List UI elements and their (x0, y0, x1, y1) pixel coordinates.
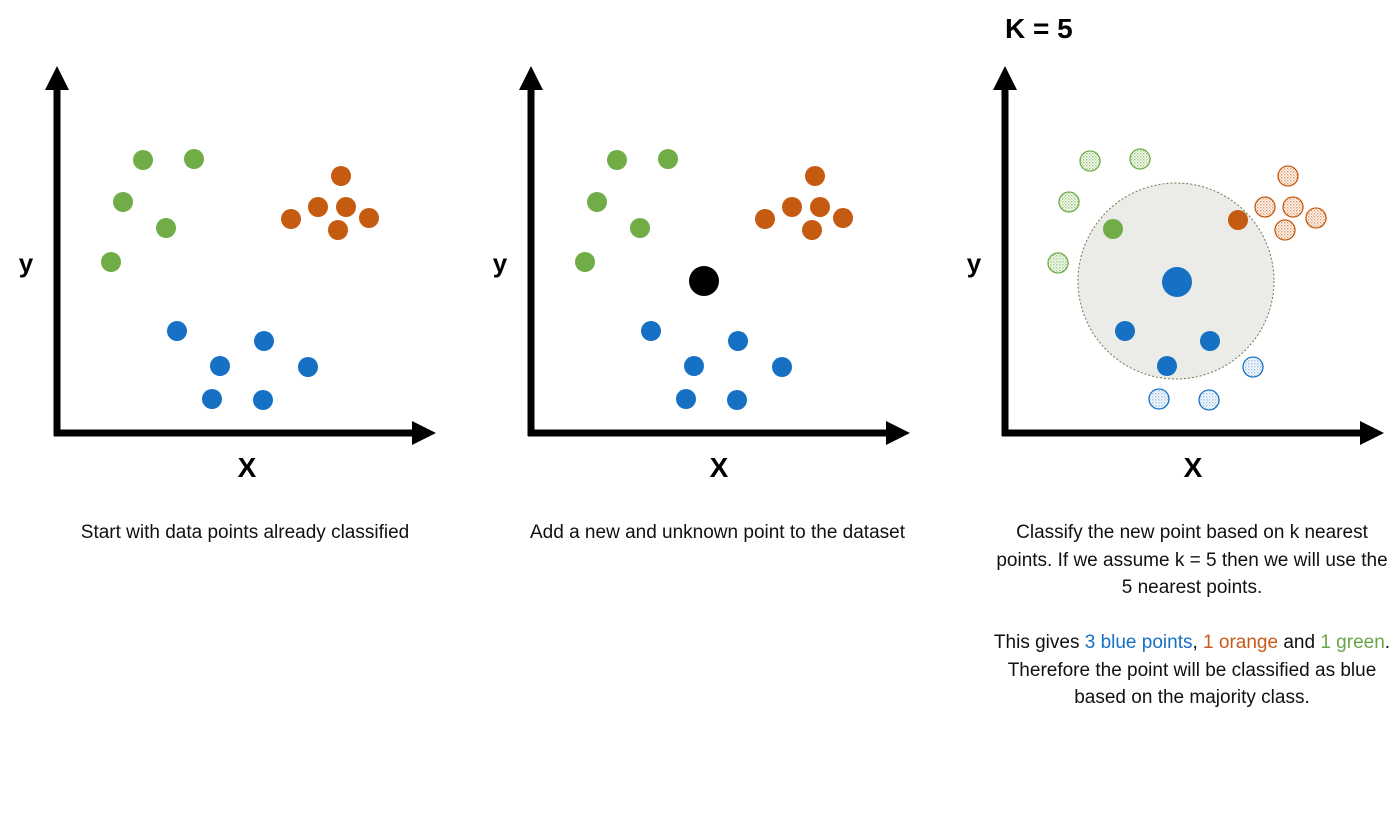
y-axis-arrowhead (993, 66, 1017, 90)
blue-data-point (684, 356, 704, 376)
caption-panel-3: Classify the new point based on k neares… (996, 522, 1388, 598)
orange-neighbor-point (1228, 210, 1248, 230)
green-faded-point (1047, 252, 1069, 274)
blue-data-point (210, 356, 230, 376)
caption-panel-1: Start with data points already classifie… (80, 522, 410, 543)
x-axis-arrowhead (412, 421, 436, 445)
green-data-point (658, 149, 678, 169)
new-point-classified-blue (1162, 267, 1192, 297)
green-neighbor-point (1103, 219, 1123, 239)
orange-data-point (810, 197, 830, 217)
green-data-point (607, 150, 627, 170)
blue-data-point (167, 321, 187, 341)
blue-neighbor-point (1200, 331, 1220, 351)
green-data-point (575, 252, 595, 272)
orange-data-point (833, 208, 853, 228)
blue-data-point (728, 331, 748, 351)
result-text-sep: , (1192, 632, 1204, 653)
k-title: K = 5 (1005, 13, 1073, 44)
green-data-point (133, 150, 153, 170)
new-unknown-point (689, 266, 719, 296)
blue-neighbor-point (1157, 356, 1177, 376)
green-data-point (184, 149, 204, 169)
orange-data-point (331, 166, 351, 186)
orange-data-point (802, 220, 822, 240)
x-axis-arrowhead (886, 421, 910, 445)
y-axis-label: y (19, 248, 34, 278)
blue-data-point (202, 389, 222, 409)
y-axis-arrowhead (519, 66, 543, 90)
orange-faded-point (1254, 196, 1276, 218)
blue-neighbor-point (1115, 321, 1135, 341)
orange-data-point (359, 208, 379, 228)
x-axis-label: X (238, 452, 257, 483)
result-text-and: and (1278, 632, 1321, 653)
orange-data-point (281, 209, 301, 229)
orange-faded-point (1277, 165, 1299, 187)
orange-faded-point (1274, 219, 1296, 241)
panel-1-axes: y X (19, 66, 436, 483)
orange-faded-point (1282, 196, 1304, 218)
green-data-point (587, 192, 607, 212)
blue-faded-point (1148, 388, 1170, 410)
result-explanation: This gives 3 blue points, 1 orange and 1… (992, 629, 1392, 712)
blue-data-point (772, 357, 792, 377)
result-orange-count: 1 orange (1203, 632, 1279, 653)
panel-2-axes: y X (493, 66, 910, 483)
x-axis-label: X (710, 452, 729, 483)
orange-faded-point (1305, 207, 1327, 229)
result-green-count: 1 green (1320, 632, 1385, 653)
orange-data-point (308, 197, 328, 217)
green-data-point (113, 192, 133, 212)
orange-data-point (336, 197, 356, 217)
orange-data-point (328, 220, 348, 240)
result-text-conclusion: . Therefore the point will be classified… (1007, 632, 1391, 708)
green-data-point (630, 218, 650, 238)
green-data-point (101, 252, 121, 272)
x-axis-label: X (1184, 452, 1203, 483)
blue-data-point (298, 357, 318, 377)
blue-faded-point (1242, 356, 1264, 378)
caption-panel-2: Add a new and unknown point to the datas… (530, 522, 905, 543)
green-data-point (156, 218, 176, 238)
panel-3-axes: y X (967, 66, 1384, 483)
blue-data-point (253, 390, 273, 410)
orange-data-point (782, 197, 802, 217)
result-blue-count: 3 blue points (1084, 632, 1193, 653)
blue-data-point (727, 390, 747, 410)
blue-faded-point (1198, 389, 1220, 411)
green-faded-point (1079, 150, 1101, 172)
result-text-intro: This gives (993, 632, 1085, 653)
blue-data-point (254, 331, 274, 351)
orange-data-point (755, 209, 775, 229)
x-axis-arrowhead (1360, 421, 1384, 445)
blue-data-point (676, 389, 696, 409)
y-axis-label: y (967, 248, 982, 278)
blue-data-point (641, 321, 661, 341)
y-axis-arrowhead (45, 66, 69, 90)
y-axis-label: y (493, 248, 508, 278)
green-faded-point (1058, 191, 1080, 213)
orange-data-point (805, 166, 825, 186)
green-faded-point (1129, 148, 1151, 170)
points-layer (101, 148, 1327, 411)
